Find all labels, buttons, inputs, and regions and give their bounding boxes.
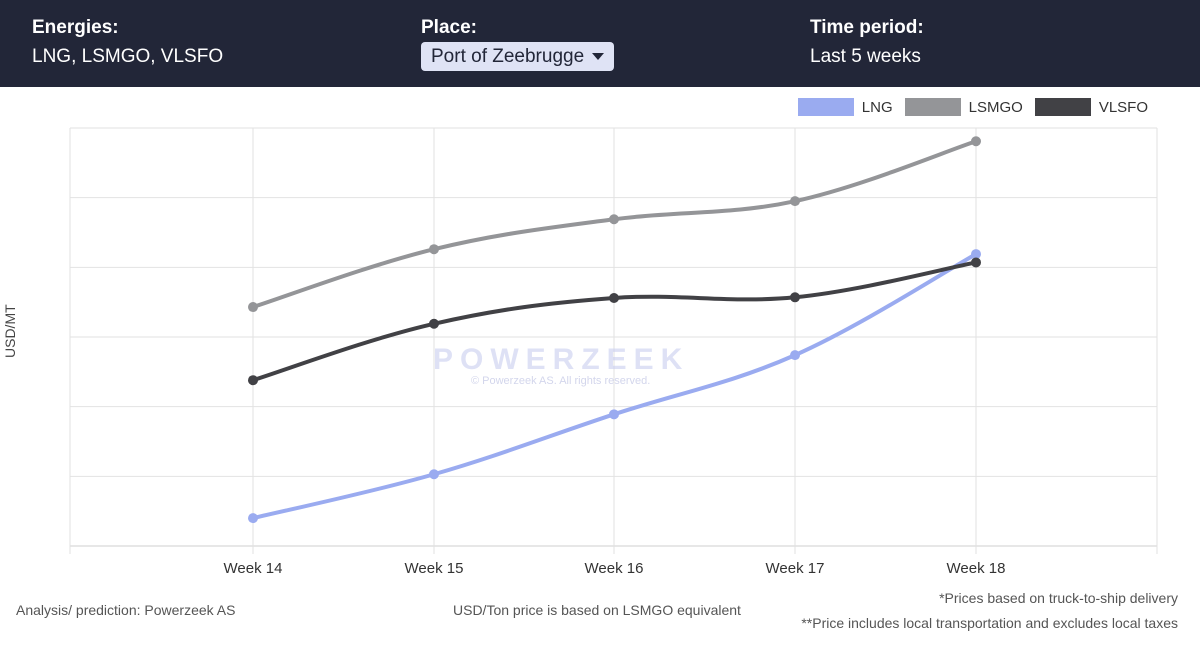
legend-swatch-lsmgo bbox=[904, 98, 961, 116]
data-point-lsmgo bbox=[971, 136, 981, 147]
x-tick-label: Week 18 bbox=[947, 560, 1006, 577]
legend-label-lng: LNG bbox=[861, 98, 893, 116]
data-point-lsmgo bbox=[790, 196, 800, 207]
legend-label-vlsfo: VLSFO bbox=[1098, 98, 1148, 116]
place-label: Place: bbox=[421, 17, 477, 38]
time-period-value: Last 5 weeks bbox=[810, 46, 921, 67]
data-point-lng bbox=[971, 249, 981, 260]
energies-filter: Energies: LNG, LSMGO, VLSFO bbox=[32, 17, 223, 68]
data-point-vlsfo bbox=[790, 292, 800, 303]
time-period-label: Time period: bbox=[810, 17, 924, 38]
x-tick-label: Week 15 bbox=[405, 560, 464, 577]
chart-legend: LNG LSMGO VLSFO bbox=[797, 98, 1148, 116]
analysis-credit: Analysis/ prediction: Powerzeek AS bbox=[16, 602, 236, 618]
legend-item-vlsfo[interactable]: VLSFO bbox=[1034, 98, 1148, 116]
data-point-lng bbox=[248, 513, 258, 524]
data-point-vlsfo bbox=[429, 318, 439, 329]
data-point-lsmgo bbox=[429, 244, 439, 255]
time-period-filter: Time period: Last 5 weeks bbox=[810, 17, 924, 68]
data-point-lng bbox=[790, 350, 800, 361]
x-tick-label: Week 16 bbox=[585, 560, 644, 577]
watermark: POWERZEEK © Powerzeek AS. All rights res… bbox=[433, 343, 689, 387]
legend-item-lsmgo[interactable]: LSMGO bbox=[904, 98, 1023, 116]
data-point-vlsfo bbox=[609, 292, 619, 303]
data-point-lng bbox=[429, 469, 439, 480]
energies-label: Energies: bbox=[32, 17, 119, 38]
data-point-lsmgo bbox=[248, 302, 258, 313]
data-point-lsmgo bbox=[609, 214, 619, 225]
price-basis-note: USD/Ton price is based on LSMGO equivale… bbox=[453, 602, 741, 618]
x-tick-label: Week 14 bbox=[224, 560, 283, 577]
legend-swatch-vlsfo bbox=[1034, 98, 1091, 116]
x-tick-label: Week 17 bbox=[766, 560, 825, 577]
place-dropdown-value: Port of Zeebrugge bbox=[431, 46, 585, 67]
filter-bar: Energies: LNG, LSMGO, VLSFO Place: Port … bbox=[0, 0, 1200, 87]
energies-value: LNG, LSMGO, VLSFO bbox=[32, 46, 224, 67]
watermark-brand: POWERZEEK bbox=[433, 343, 690, 376]
data-point-vlsfo bbox=[971, 257, 981, 268]
legend-swatch-lng bbox=[797, 98, 854, 116]
place-filter: Place: Port of Zeebrugge bbox=[421, 17, 615, 71]
caret-down-icon bbox=[592, 53, 605, 60]
data-point-lng bbox=[609, 409, 619, 420]
legend-label-lsmgo: LSMGO bbox=[968, 98, 1023, 116]
delivery-note: *Prices based on truck-to-ship delivery bbox=[939, 590, 1178, 606]
legend-item-lng[interactable]: LNG bbox=[797, 98, 893, 116]
place-dropdown[interactable]: Port of Zeebrugge bbox=[421, 42, 615, 71]
price-note: **Price includes local transportation an… bbox=[801, 615, 1178, 631]
watermark-copyright: © Powerzeek AS. All rights reserved. bbox=[471, 375, 651, 387]
data-point-vlsfo bbox=[248, 375, 258, 386]
